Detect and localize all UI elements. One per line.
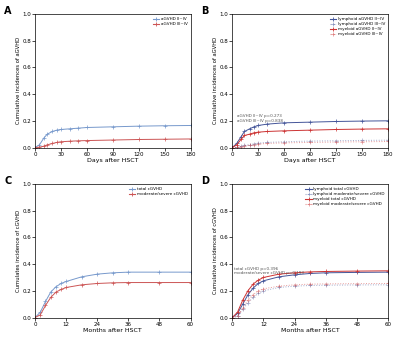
X-axis label: Months after HSCT: Months after HSCT	[281, 328, 340, 333]
Text: C: C	[4, 176, 11, 186]
X-axis label: Days after HSCT: Days after HSCT	[284, 158, 336, 163]
Legend: lymphoid total cGVHD, lymphoid moderate/severe cGVHD, myeloid total cGVHD, myelo: lymphoid total cGVHD, lymphoid moderate/…	[305, 186, 386, 207]
Legend: total cGVHD, moderate/severe cGVHD: total cGVHD, moderate/severe cGVHD	[128, 186, 188, 197]
Text: aGVHD II~IV p=0.273
aGVHD III~IV p=0.838: aGVHD II~IV p=0.273 aGVHD III~IV p=0.838	[237, 114, 283, 123]
Legend: lymphoid aGVHD II~IV, lymphoid aGVHD III~IV, myeloid aGVHD II~IV, myeloid aGVHD : lymphoid aGVHD II~IV, lymphoid aGVHD III…	[329, 16, 386, 37]
Text: D: D	[201, 176, 209, 186]
Y-axis label: Cumulative incidences of aGVHD: Cumulative incidences of aGVHD	[213, 37, 218, 124]
Y-axis label: Cumulates incidence of cGVHD: Cumulates incidence of cGVHD	[16, 210, 21, 292]
Text: A: A	[4, 6, 12, 16]
X-axis label: Months after HSCT: Months after HSCT	[84, 328, 142, 333]
Text: total cGVHD p=0.396
moderate/severe cGVHD p=0.193: total cGVHD p=0.396 moderate/severe cGVH…	[234, 267, 304, 275]
Y-axis label: Cumulative incidences of cGVHD: Cumulative incidences of cGVHD	[213, 207, 218, 294]
X-axis label: Days after HSCT: Days after HSCT	[87, 158, 139, 163]
Text: B: B	[201, 6, 209, 16]
Y-axis label: Cumulative incidences of aGVHD: Cumulative incidences of aGVHD	[16, 37, 21, 124]
Legend: aGVHD II~IV, aGVHD III~IV: aGVHD II~IV, aGVHD III~IV	[152, 16, 188, 27]
